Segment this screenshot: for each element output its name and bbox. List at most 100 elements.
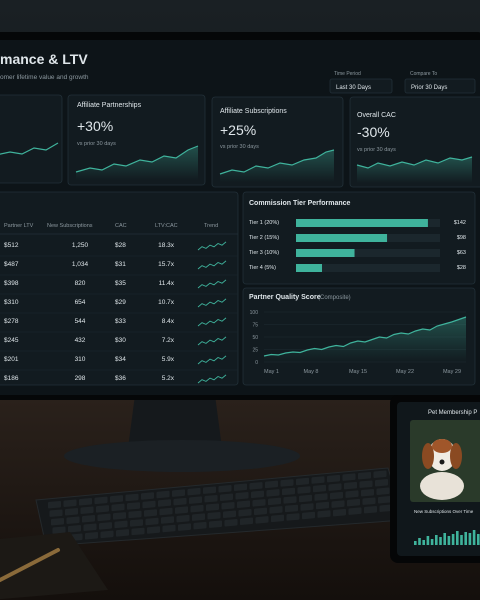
key xyxy=(142,500,156,509)
tablet-chart-title: New Subscriptions Over Time xyxy=(414,509,474,514)
key xyxy=(296,477,309,486)
y-tick-label: 0 xyxy=(255,360,258,366)
table-cell: $398 xyxy=(4,280,19,287)
key xyxy=(348,507,362,515)
trend-sparkline xyxy=(197,241,227,251)
filter-value[interactable]: Last 30 Days xyxy=(336,85,371,91)
key xyxy=(127,502,140,510)
table-cell: $33 xyxy=(115,318,126,325)
key xyxy=(362,497,376,505)
table-cell: $512 xyxy=(4,242,19,249)
tablet-bar xyxy=(447,536,451,545)
table-cell: $30 xyxy=(115,337,126,344)
sparkline-area xyxy=(76,146,198,180)
key xyxy=(378,495,391,504)
table-cell: 15.7x xyxy=(158,261,175,268)
key xyxy=(162,524,176,533)
table-cell: 820 xyxy=(75,280,86,287)
key xyxy=(63,499,77,507)
key xyxy=(147,526,160,534)
filter-select[interactable] xyxy=(329,78,393,94)
key xyxy=(113,512,126,520)
table-cell: $28 xyxy=(115,242,126,249)
key xyxy=(344,481,357,490)
monitor-stand xyxy=(128,395,222,448)
key xyxy=(161,516,174,524)
filter-value[interactable]: Prior 30 Days xyxy=(411,85,447,91)
key xyxy=(345,490,359,498)
table-cell: $186 xyxy=(4,375,19,382)
key xyxy=(237,500,250,509)
trend-sparkline xyxy=(197,355,227,365)
sparkline xyxy=(75,145,199,173)
key xyxy=(238,509,252,517)
table-cell: $201 xyxy=(4,356,19,363)
x-tick-label: May 29 xyxy=(443,369,461,375)
key xyxy=(347,498,360,507)
key xyxy=(331,500,345,508)
y-tick-label: 25 xyxy=(252,348,258,354)
dog-ear xyxy=(422,443,434,469)
key xyxy=(189,496,202,504)
key xyxy=(130,519,143,527)
key xyxy=(268,497,281,506)
key xyxy=(193,521,207,530)
table-cell: 10.7x xyxy=(158,299,175,306)
sparkline-area xyxy=(357,157,472,183)
table-cell: 8.4x xyxy=(162,318,175,325)
tier-value: $98 xyxy=(457,235,466,241)
key xyxy=(204,494,218,503)
kpi-card xyxy=(0,94,63,184)
table-cell: $278 xyxy=(4,318,19,325)
tier-title: Commission Tier Performance xyxy=(249,200,351,207)
filter-label: Time Period xyxy=(334,71,361,77)
tier-label: Tier 2 (15%) xyxy=(249,235,279,241)
filter-select[interactable] xyxy=(404,78,476,94)
key xyxy=(99,522,112,530)
key xyxy=(234,483,247,492)
column-header: LTV:CAC xyxy=(155,223,178,229)
tablet-bar xyxy=(472,530,476,545)
tablet-bar xyxy=(414,541,417,545)
x-tick-label: May 22 xyxy=(396,369,414,375)
trend-sparkline xyxy=(197,260,227,270)
table-cell: 654 xyxy=(75,299,86,306)
table-cell: 5.2x xyxy=(162,375,175,382)
key xyxy=(192,513,205,521)
key xyxy=(96,505,109,513)
table-cell: 7.2x xyxy=(162,337,175,344)
key xyxy=(283,496,297,504)
tier-label: Tier 3 (10%) xyxy=(249,250,279,256)
tier-value: $142 xyxy=(454,220,466,226)
key xyxy=(172,489,185,497)
key xyxy=(114,520,128,529)
monitor-base xyxy=(64,440,300,472)
key xyxy=(97,513,111,522)
key xyxy=(266,489,280,497)
key xyxy=(128,510,142,519)
tier-track xyxy=(296,264,440,272)
key xyxy=(209,520,222,528)
key xyxy=(249,482,263,490)
key xyxy=(342,473,356,481)
kpi-note: vs prior 30 days xyxy=(220,144,259,150)
quality-title: Partner Quality Score xyxy=(249,294,321,301)
tablet-bar xyxy=(456,531,459,545)
key xyxy=(158,499,171,507)
sparkline xyxy=(219,149,335,175)
dog-patch xyxy=(432,439,452,453)
kpi-note: vs prior 30 days xyxy=(357,147,396,153)
key xyxy=(330,491,343,500)
key xyxy=(361,488,374,497)
column-header: Partner LTV xyxy=(4,223,34,229)
kpi-title: Affiliate Subscriptions xyxy=(220,108,287,115)
filter-label: Compare To xyxy=(410,71,437,77)
key xyxy=(220,493,233,501)
tablet-bar xyxy=(477,534,480,545)
key xyxy=(145,517,159,526)
key xyxy=(373,470,387,478)
table-cell: 1,034 xyxy=(72,261,89,268)
x-tick-label: May 1 xyxy=(264,369,279,375)
page-title: mance & LTV xyxy=(0,51,88,67)
